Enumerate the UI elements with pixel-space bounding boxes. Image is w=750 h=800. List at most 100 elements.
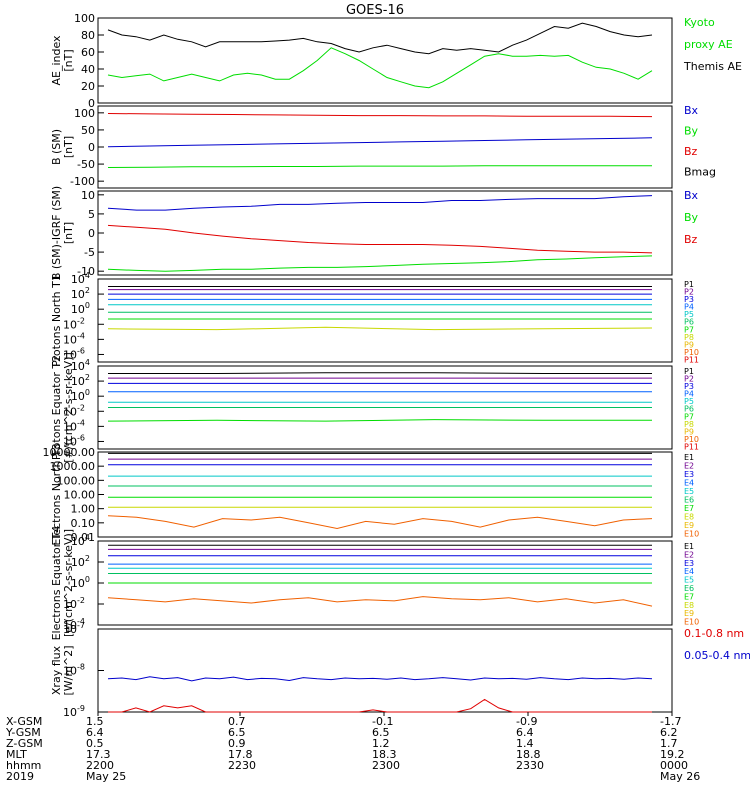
x-row-value-1-4: 6.2 (660, 726, 678, 739)
y-axis-label-2: B (SM)-IGRF (SM)[nT] (50, 186, 75, 280)
legend-entry-3-5: P6 (684, 318, 694, 327)
legend-entry-7-1: 0.05-0.4 nm (684, 649, 750, 662)
x-row-value-0-2: -0.1 (372, 715, 393, 728)
y-tick-label-0-1: 20 (81, 80, 95, 93)
y-axis-label-3: Protons North T1 (50, 274, 63, 367)
panel-frame-1 (97, 105, 673, 189)
y-tick-label-5-6: 0.01 (71, 531, 96, 544)
x-row-label-0: X-GSM (6, 715, 42, 728)
series-line-2-1 (107, 224, 653, 254)
x-row-value-0-1: 0.7 (228, 715, 246, 728)
x-row-value-2-3: 1.4 (516, 737, 534, 750)
legend-entry-5-5: E6 (684, 496, 694, 505)
y-tick-label-3-3: 10-2 (63, 316, 85, 331)
x-row-value-1-3: 6.4 (516, 726, 534, 739)
y-tick-label-5-3: 10.00 (64, 489, 96, 502)
legend-entry-3-0: P1 (684, 280, 694, 289)
legend-entry-3-10: P11 (684, 355, 699, 364)
panel-frame-7 (97, 628, 673, 713)
y-axis-label-0: AE_index[nT] (50, 35, 75, 86)
legend-entry-2-0: Bx (684, 189, 699, 202)
y-tick-label-0-3: 60 (81, 46, 95, 59)
y-tick-label-5-0: 10000.00 (43, 446, 96, 459)
legend-entry-6-4: E5 (684, 576, 694, 585)
series-line-5-7 (107, 515, 653, 530)
y-tick-label-1-0: -100 (70, 175, 95, 188)
panel-frame-2 (97, 190, 673, 276)
y-tick-label-3-4: 10-4 (63, 331, 85, 346)
legend-entry-5-4: E5 (684, 487, 694, 496)
legend-entry-3-4: P5 (684, 310, 694, 319)
legend-entry-1-2: Bz (684, 145, 698, 158)
x-row-value-0-0: 1.5 (86, 715, 104, 728)
legend-entry-4-5: P6 (684, 405, 694, 414)
y-tick-label-5-2: 100.00 (57, 474, 96, 487)
legend-entry-5-6: E7 (684, 504, 694, 513)
series-line-7-0 (107, 676, 653, 682)
legend-entry-5-3: E4 (684, 479, 694, 488)
x-row-value-2-4: 1.7 (660, 737, 678, 750)
legend-entry-6-9: E10 (684, 618, 699, 627)
y-axis-label-5: Electrons North T3 (50, 443, 63, 545)
x-row-value-3-1: 17.8 (228, 748, 253, 761)
series-line-1-2 (107, 113, 653, 118)
legend-entry-1-3: Bmag (684, 166, 716, 179)
x-row-label-2: Z-GSM (6, 737, 43, 750)
x-row-value-1-2: 6.5 (372, 726, 390, 739)
series-line-1-1 (107, 165, 652, 168)
x-row-value-4-0: 2200 (86, 759, 114, 772)
legend-entry-4-7: P8 (684, 420, 694, 429)
legend-entry-6-1: E2 (684, 550, 694, 559)
x-row-value-5-0: May 25 (86, 770, 126, 783)
legend-entry-0-2: Themis AE (683, 60, 742, 73)
panel-frame-0 (97, 17, 673, 104)
legend-entry-4-9: P10 (684, 435, 699, 444)
legend-entry-4-8: P9 (684, 427, 694, 436)
legend-entry-3-7: P8 (684, 333, 694, 342)
legend-entry-6-7: E8 (684, 601, 694, 610)
y-tick-label-3-2: 100 (71, 301, 90, 316)
y-tick-label-1-2: 0 (88, 141, 95, 154)
series-line-0-0 (107, 22, 653, 55)
legend-entry-3-6: P7 (684, 325, 694, 334)
x-row-label-5: 2019 (6, 770, 34, 783)
legend-entry-0-1: proxy AE (684, 38, 733, 51)
legend-entry-6-2: E3 (684, 559, 694, 568)
x-row-value-5-4: May 26 (660, 770, 700, 783)
y-tick-label-0-5: 100 (74, 12, 95, 25)
x-row-value-1-1: 6.5 (228, 726, 246, 739)
x-row-value-4-2: 2300 (372, 759, 400, 772)
legend-entry-4-0: P1 (684, 367, 694, 376)
panel-0: 0 20 40 60 80 100 AE_index[nT] Kyoto proxy AE The… (50, 12, 742, 110)
y-tick-label-1-1: -50 (77, 158, 95, 171)
series-line-4-0 (108, 372, 652, 374)
legend-entry-4-4: P5 (684, 397, 694, 406)
legend-entry-6-0: E1 (684, 542, 694, 551)
legend-entry-1-1: By (684, 125, 699, 138)
series-line-3-7 (107, 326, 653, 331)
legend-entry-6-6: E7 (684, 592, 694, 601)
legend-entry-3-2: P3 (684, 295, 694, 304)
legend-entry-2-1: By (684, 211, 699, 224)
legend-entry-5-0: E1 (684, 453, 694, 462)
legend-entry-2-2: Bz (684, 233, 698, 246)
x-row-value-1-0: 6.4 (86, 726, 104, 739)
x-row-value-4-4: 0000 (660, 759, 688, 772)
x-row-value-2-0: 0.5 (86, 737, 104, 750)
legend-entry-5-7: E8 (684, 513, 694, 522)
x-row-value-4-1: 2230 (228, 759, 256, 772)
x-row-value-0-3: -0.9 (516, 715, 537, 728)
y-tick-label-2-0: -10 (77, 265, 95, 278)
x-row-value-4-3: 2330 (516, 759, 544, 772)
y-tick-label-5-4: 1.00 (71, 503, 96, 516)
legend-entry-5-8: E9 (684, 521, 694, 530)
x-row-value-3-0: 17.3 (86, 748, 111, 761)
legend-entry-6-3: E4 (684, 567, 694, 576)
legend-entry-4-2: P3 (684, 382, 694, 391)
legend-entry-3-9: P10 (684, 348, 699, 357)
y-tick-label-0-0: 0 (88, 97, 95, 110)
